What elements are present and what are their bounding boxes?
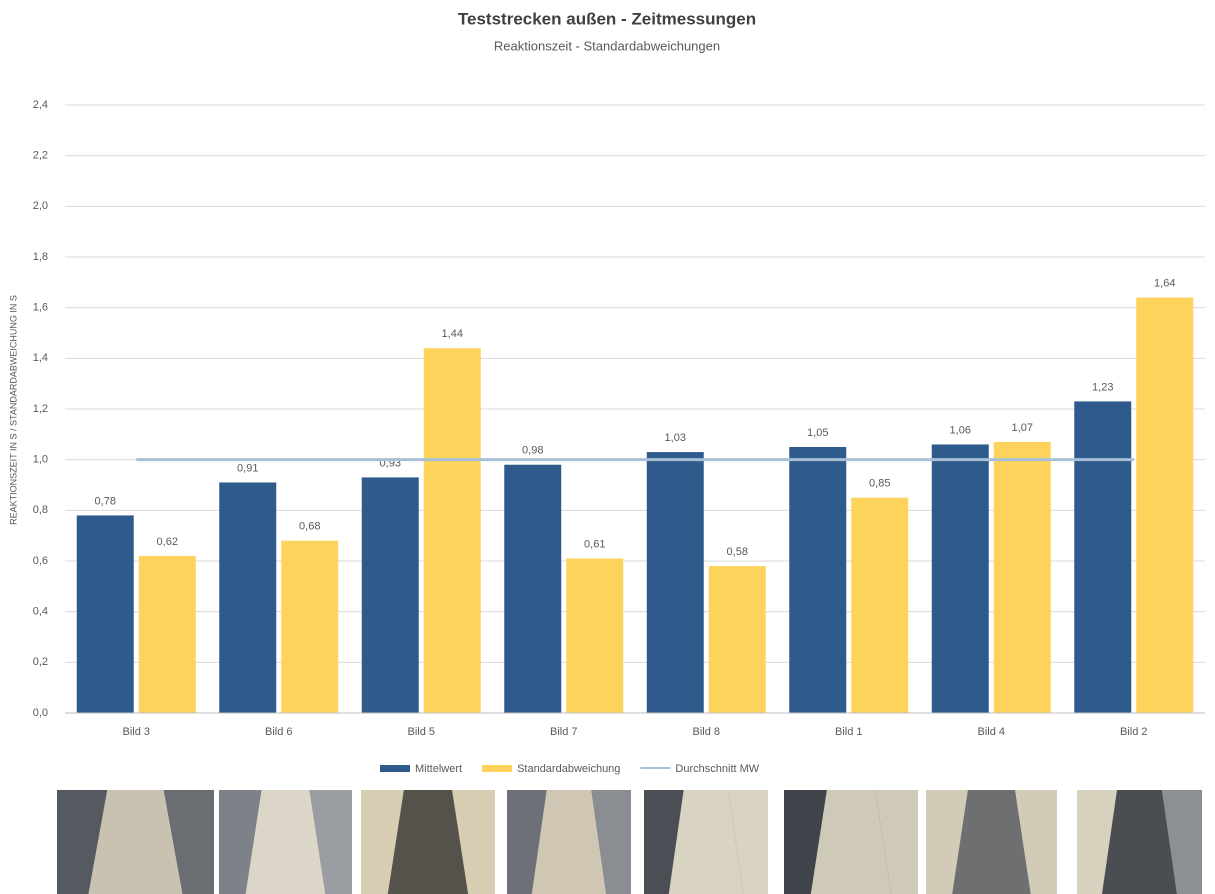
bar — [138, 555, 196, 713]
bar — [1074, 401, 1132, 713]
bar — [1136, 297, 1194, 713]
photos — [57, 790, 1202, 894]
bar — [219, 482, 277, 713]
bar — [931, 444, 989, 713]
photo-part — [452, 790, 495, 894]
y-axis-label: REAKTIONSZEIT IN S / STANDARDABWEICHUNG … — [8, 295, 18, 525]
data-label: 1,23 — [1092, 381, 1113, 393]
y-tick-label: 0,4 — [33, 606, 48, 618]
photo-part — [309, 790, 352, 894]
photo-part — [952, 790, 1031, 894]
chart-title: Teststrecken außen - Zeitmessungen — [458, 9, 756, 28]
photo-part — [728, 790, 768, 894]
y-tick-label: 1,8 — [33, 251, 48, 263]
bar — [504, 464, 562, 713]
data-label: 1,44 — [442, 328, 463, 340]
x-tick-label: Bild 2 — [1120, 726, 1148, 738]
y-tick-label: 2,2 — [33, 150, 48, 162]
x-tick-label: Bild 7 — [550, 726, 578, 738]
legend-label: Standardabweichung — [517, 763, 620, 775]
bar — [993, 441, 1051, 713]
x-tick-label: Bild 4 — [977, 726, 1005, 738]
y-tick-label: 0,2 — [33, 656, 48, 668]
legend-swatch — [482, 765, 513, 772]
y-tick-label: 0,8 — [33, 504, 48, 516]
y-tick-label: 1,0 — [33, 454, 48, 466]
photo-part — [810, 790, 892, 894]
photo-part — [1162, 790, 1202, 894]
data-label: 1,06 — [950, 424, 971, 436]
legend-label: Durchschnitt MW — [675, 763, 759, 775]
data-label: 1,07 — [1012, 422, 1033, 434]
x-tick-label: Bild 6 — [265, 726, 293, 738]
bar — [566, 558, 624, 713]
bar — [789, 447, 847, 713]
photo-part — [531, 790, 607, 894]
photo-part — [163, 790, 214, 894]
x-tick-label: Bild 8 — [692, 726, 720, 738]
y-tick-label: 2,4 — [33, 99, 48, 111]
y-tick-label: 1,4 — [33, 352, 48, 364]
chart-subtitle: Reaktionszeit - Standardabweichungen — [494, 38, 720, 53]
y-tick-label: 1,6 — [33, 302, 48, 314]
bar — [423, 348, 481, 713]
photo-part — [875, 790, 918, 894]
data-label: 1,64 — [1154, 277, 1175, 289]
data-label: 0,78 — [95, 495, 116, 507]
x-tick-label: Bild 1 — [835, 726, 863, 738]
bar — [646, 452, 704, 713]
photo-part — [245, 790, 326, 894]
y-tick-label: 0,0 — [33, 707, 48, 719]
data-label: 1,05 — [807, 427, 828, 439]
bar — [361, 477, 419, 713]
bar — [708, 566, 766, 713]
data-label: 0,61 — [584, 538, 605, 550]
legend-label: Mittelwert — [415, 763, 462, 775]
y-tick-label: 0,6 — [33, 555, 48, 567]
data-label: 0,98 — [522, 445, 543, 457]
x-tick-label: Bild 3 — [122, 726, 150, 738]
photo-part — [387, 790, 469, 894]
photo-part — [1102, 790, 1177, 894]
photo-part — [591, 790, 631, 894]
legend-swatch — [380, 765, 410, 772]
data-label: 0,85 — [869, 478, 890, 490]
y-tick-label: 1,2 — [33, 403, 48, 415]
data-label: 0,68 — [299, 521, 320, 533]
photo-part — [88, 790, 183, 894]
photo-part — [668, 790, 744, 894]
bar — [76, 515, 134, 713]
bar — [851, 497, 909, 713]
y-tick-label: 2,0 — [33, 200, 48, 212]
data-label: 0,91 — [237, 462, 258, 474]
bar — [281, 540, 339, 713]
data-label: 0,58 — [727, 546, 748, 558]
photo-part — [1015, 790, 1057, 894]
x-tick-label: Bild 5 — [407, 726, 435, 738]
data-label: 1,03 — [665, 432, 686, 444]
data-label: 0,62 — [157, 536, 178, 548]
